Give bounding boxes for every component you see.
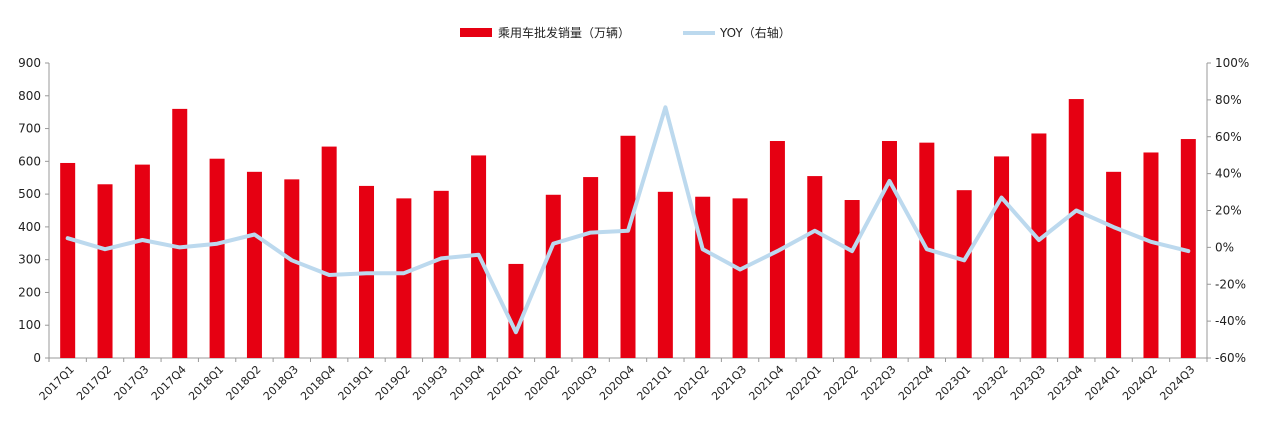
x-tick-label: 2021Q3 xyxy=(709,363,749,403)
x-tick-label: 2023Q1 xyxy=(933,363,973,403)
x-tick-label: 2020Q4 xyxy=(597,363,637,403)
left-tick-label: 200 xyxy=(18,285,41,299)
left-tick-label: 800 xyxy=(18,89,41,103)
bar xyxy=(246,171,262,358)
bar xyxy=(172,108,188,358)
x-tick-label: 2020Q1 xyxy=(485,363,525,403)
bar xyxy=(284,179,300,358)
legend-swatch-bar xyxy=(460,28,492,37)
right-tick-label: 20% xyxy=(1215,204,1242,218)
x-tick-label: 2019Q4 xyxy=(448,363,488,403)
x-tick-label: 2019Q2 xyxy=(373,363,413,403)
bar xyxy=(1031,133,1047,358)
left-tick-label: 900 xyxy=(18,56,41,70)
bar-series xyxy=(60,99,1196,359)
bar xyxy=(994,156,1010,358)
right-tick-label: -40% xyxy=(1215,314,1246,328)
bar xyxy=(433,190,449,358)
bar xyxy=(657,191,673,358)
bar xyxy=(97,184,113,358)
left-tick-label: 100 xyxy=(18,318,41,332)
legend: 乘用车批发销量（万辆） YOY（右轴） xyxy=(460,25,791,40)
x-tick-label: 2018Q2 xyxy=(224,363,264,403)
left-tick-label: 0 xyxy=(33,351,41,365)
x-tick-label: 2022Q2 xyxy=(821,363,861,403)
x-tick-label: 2024Q1 xyxy=(1083,363,1123,403)
bar xyxy=(508,263,524,358)
bar xyxy=(321,146,337,358)
left-tick-label: 500 xyxy=(18,187,41,201)
x-tick-label: 2021Q4 xyxy=(746,363,786,403)
right-tick-label: 40% xyxy=(1215,167,1242,181)
bar xyxy=(956,190,972,358)
bar xyxy=(1180,139,1196,358)
x-tick-label: 2018Q3 xyxy=(261,363,301,403)
x-tick-label: 2019Q1 xyxy=(336,363,376,403)
right-tick-label: -20% xyxy=(1215,277,1246,291)
right-tick-label: 80% xyxy=(1215,93,1242,107)
left-tick-label: 700 xyxy=(18,122,41,136)
bar xyxy=(881,141,897,358)
line-series xyxy=(65,105,1191,335)
bar xyxy=(60,162,76,358)
x-tick-label: 2020Q3 xyxy=(560,363,600,403)
x-tick-label: 2017Q1 xyxy=(37,363,77,403)
right-tick-label: 60% xyxy=(1215,130,1242,144)
x-tick-label: 2022Q3 xyxy=(859,363,899,403)
x-tick-label: 2021Q1 xyxy=(634,363,674,403)
legend-label-bar: 乘用车批发销量（万辆） xyxy=(498,25,630,40)
bar xyxy=(134,164,150,358)
left-tick-label: 400 xyxy=(18,220,41,234)
bar xyxy=(844,200,860,358)
bar xyxy=(732,198,748,358)
x-tick-label: 2017Q3 xyxy=(111,363,151,403)
bar xyxy=(209,158,225,358)
x-tick-label: 2022Q4 xyxy=(896,363,936,403)
x-tick-label: 2023Q3 xyxy=(1008,363,1048,403)
bar xyxy=(583,177,599,358)
left-tick-label: 300 xyxy=(18,253,41,267)
right-tick-label: 0% xyxy=(1215,240,1234,254)
bar xyxy=(695,196,711,358)
x-tick-label: 2019Q3 xyxy=(410,363,450,403)
left-tick-label: 600 xyxy=(18,154,41,168)
bar xyxy=(396,198,412,358)
bar xyxy=(545,194,561,358)
x-tick-label: 2017Q2 xyxy=(74,363,114,403)
yoy-line xyxy=(65,105,1191,335)
x-tick-label: 2024Q2 xyxy=(1120,363,1160,403)
x-tick-label: 2018Q4 xyxy=(298,363,338,403)
x-tick-label: 2017Q4 xyxy=(149,363,189,403)
bar xyxy=(1143,152,1159,358)
bar xyxy=(1106,171,1122,358)
x-tick-label: 2024Q3 xyxy=(1157,363,1197,403)
right-tick-label: -60% xyxy=(1215,351,1246,365)
x-tick-label: 2020Q2 xyxy=(522,363,562,403)
legend-label-line: YOY（右轴） xyxy=(719,25,791,40)
axes: 0 100 200 300 400 500 600 700 800 900 -60% -40% -20%… xyxy=(18,56,1249,365)
x-tick-label: 2023Q4 xyxy=(1045,363,1085,403)
x-tick-label: 2018Q1 xyxy=(186,363,226,403)
bar xyxy=(807,176,823,358)
x-tick-label: 2022Q1 xyxy=(784,363,824,403)
right-tick-label: 100% xyxy=(1215,56,1249,70)
bar xyxy=(1068,99,1084,359)
x-tick-label: 2023Q2 xyxy=(971,363,1011,403)
bar xyxy=(620,135,636,358)
x-tick-labels: 2017Q12017Q22017Q32017Q42018Q12018Q22018… xyxy=(37,363,1198,403)
x-tick-label: 2021Q2 xyxy=(672,363,712,403)
